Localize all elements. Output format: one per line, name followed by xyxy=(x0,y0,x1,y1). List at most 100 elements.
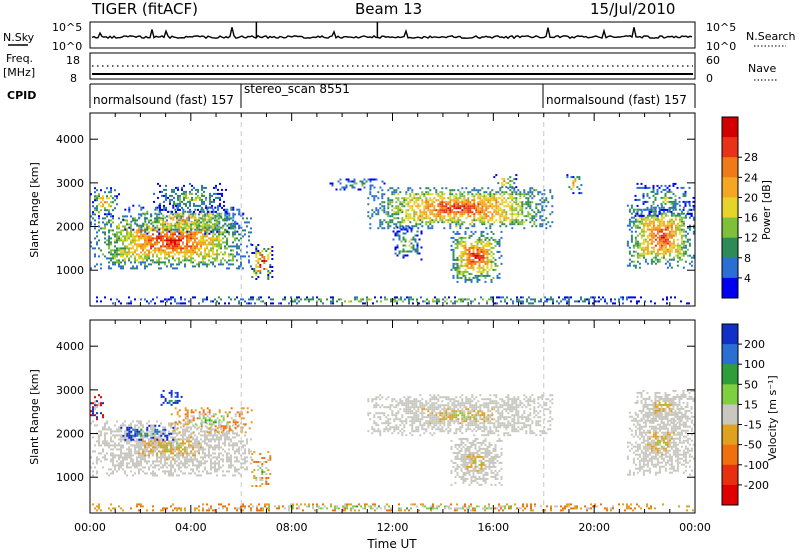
echo-cell xyxy=(535,207,538,210)
echo-cell xyxy=(178,227,180,230)
echo-cell xyxy=(168,298,170,301)
echo-cell xyxy=(94,444,96,447)
echo-cell xyxy=(423,217,426,220)
echo-cell xyxy=(180,220,183,223)
echo-cell xyxy=(495,209,498,212)
echo-cell xyxy=(116,225,118,228)
echo-cell xyxy=(257,260,260,262)
echo-cell xyxy=(486,232,489,235)
echo-cell xyxy=(449,199,452,202)
echo-cell xyxy=(487,197,490,200)
echo-cell xyxy=(660,216,663,219)
echo-cell xyxy=(660,208,663,211)
echo-cell xyxy=(112,452,114,455)
echo-cell xyxy=(176,434,178,437)
echo-cell xyxy=(214,214,217,217)
echo-cell xyxy=(509,205,512,208)
echo-cell xyxy=(576,186,579,189)
echo-cell xyxy=(104,217,106,220)
echo-cell xyxy=(150,213,152,216)
echo-cell xyxy=(122,438,124,441)
echo-cell xyxy=(194,296,196,299)
echo-cell xyxy=(158,440,160,443)
echo-cell xyxy=(130,452,132,455)
echo-cell xyxy=(164,253,166,256)
echo-cell xyxy=(513,213,516,216)
echo-cell xyxy=(144,454,146,457)
echo-cell xyxy=(158,446,160,449)
echo-cell xyxy=(190,214,193,217)
echo-cell xyxy=(628,246,631,249)
echo-cell xyxy=(668,262,671,265)
echo-cell xyxy=(505,219,508,222)
echo-cell xyxy=(122,452,124,455)
echo-cell xyxy=(664,252,667,255)
echo-cell xyxy=(485,203,488,206)
echo-cell xyxy=(219,196,221,199)
echo-cell xyxy=(503,215,506,218)
echo-cell xyxy=(492,276,495,279)
echo-cell xyxy=(529,207,532,210)
echo-cell xyxy=(219,202,221,205)
echo-cell xyxy=(525,215,528,218)
echo-cell xyxy=(183,196,185,199)
echo-cell xyxy=(110,267,112,270)
echo-cell xyxy=(118,448,120,451)
colorbar-swatch xyxy=(722,257,738,279)
echo-cell xyxy=(164,239,166,242)
echo-cell xyxy=(578,178,581,181)
echo-cell xyxy=(157,196,159,199)
echo-cell xyxy=(652,194,655,197)
echo-cell xyxy=(570,176,573,179)
echo-cell xyxy=(457,205,460,208)
echo-cell xyxy=(148,263,150,266)
echo-cell xyxy=(116,464,118,467)
echo-cell xyxy=(642,216,645,219)
echo-cell xyxy=(124,470,126,473)
echo-cell xyxy=(138,468,140,471)
echo-cell xyxy=(126,438,128,441)
echo-cell xyxy=(405,217,408,220)
echo-cell xyxy=(457,217,460,220)
echo-cell xyxy=(170,464,172,467)
echo-cell xyxy=(206,223,208,226)
echo-cell xyxy=(682,228,685,231)
nave-tick-bottom: 0 xyxy=(706,72,713,85)
echo-cell xyxy=(160,222,163,225)
echo-cell xyxy=(460,256,463,259)
echo-cell xyxy=(688,242,691,245)
echo-cell xyxy=(126,442,128,445)
colorbar-swatch xyxy=(722,137,738,158)
echo-cell xyxy=(140,237,142,240)
echo-cell xyxy=(658,222,661,225)
echo-cell xyxy=(156,446,158,449)
echo-cell xyxy=(178,261,180,264)
echo-cell xyxy=(316,300,318,303)
echo-cell xyxy=(465,205,468,208)
echo-cell xyxy=(189,182,191,185)
echo-cell xyxy=(496,274,499,277)
echo-cell xyxy=(96,456,98,459)
echo-cell xyxy=(505,201,508,204)
echo-cell xyxy=(468,250,471,253)
echo-cell xyxy=(170,298,172,301)
echo-cell xyxy=(465,217,468,220)
echo-cell xyxy=(399,211,402,214)
echo-cell xyxy=(539,191,542,194)
echo-cell xyxy=(94,237,96,240)
echo-cell xyxy=(397,207,400,210)
echo-cell xyxy=(162,225,164,228)
echo-cell xyxy=(128,253,130,256)
echo-cell xyxy=(505,225,508,228)
echo-cell xyxy=(148,237,150,240)
echo-cell xyxy=(413,209,416,212)
echo-cell xyxy=(298,296,300,299)
echo-cell xyxy=(232,249,234,252)
echo-cell xyxy=(478,240,481,243)
echo-cell xyxy=(670,224,673,227)
echo-cell xyxy=(674,234,677,237)
echo-cell xyxy=(495,203,498,206)
echo-cell xyxy=(381,221,384,224)
echo-cell xyxy=(212,241,214,244)
echo-cell xyxy=(521,209,524,212)
